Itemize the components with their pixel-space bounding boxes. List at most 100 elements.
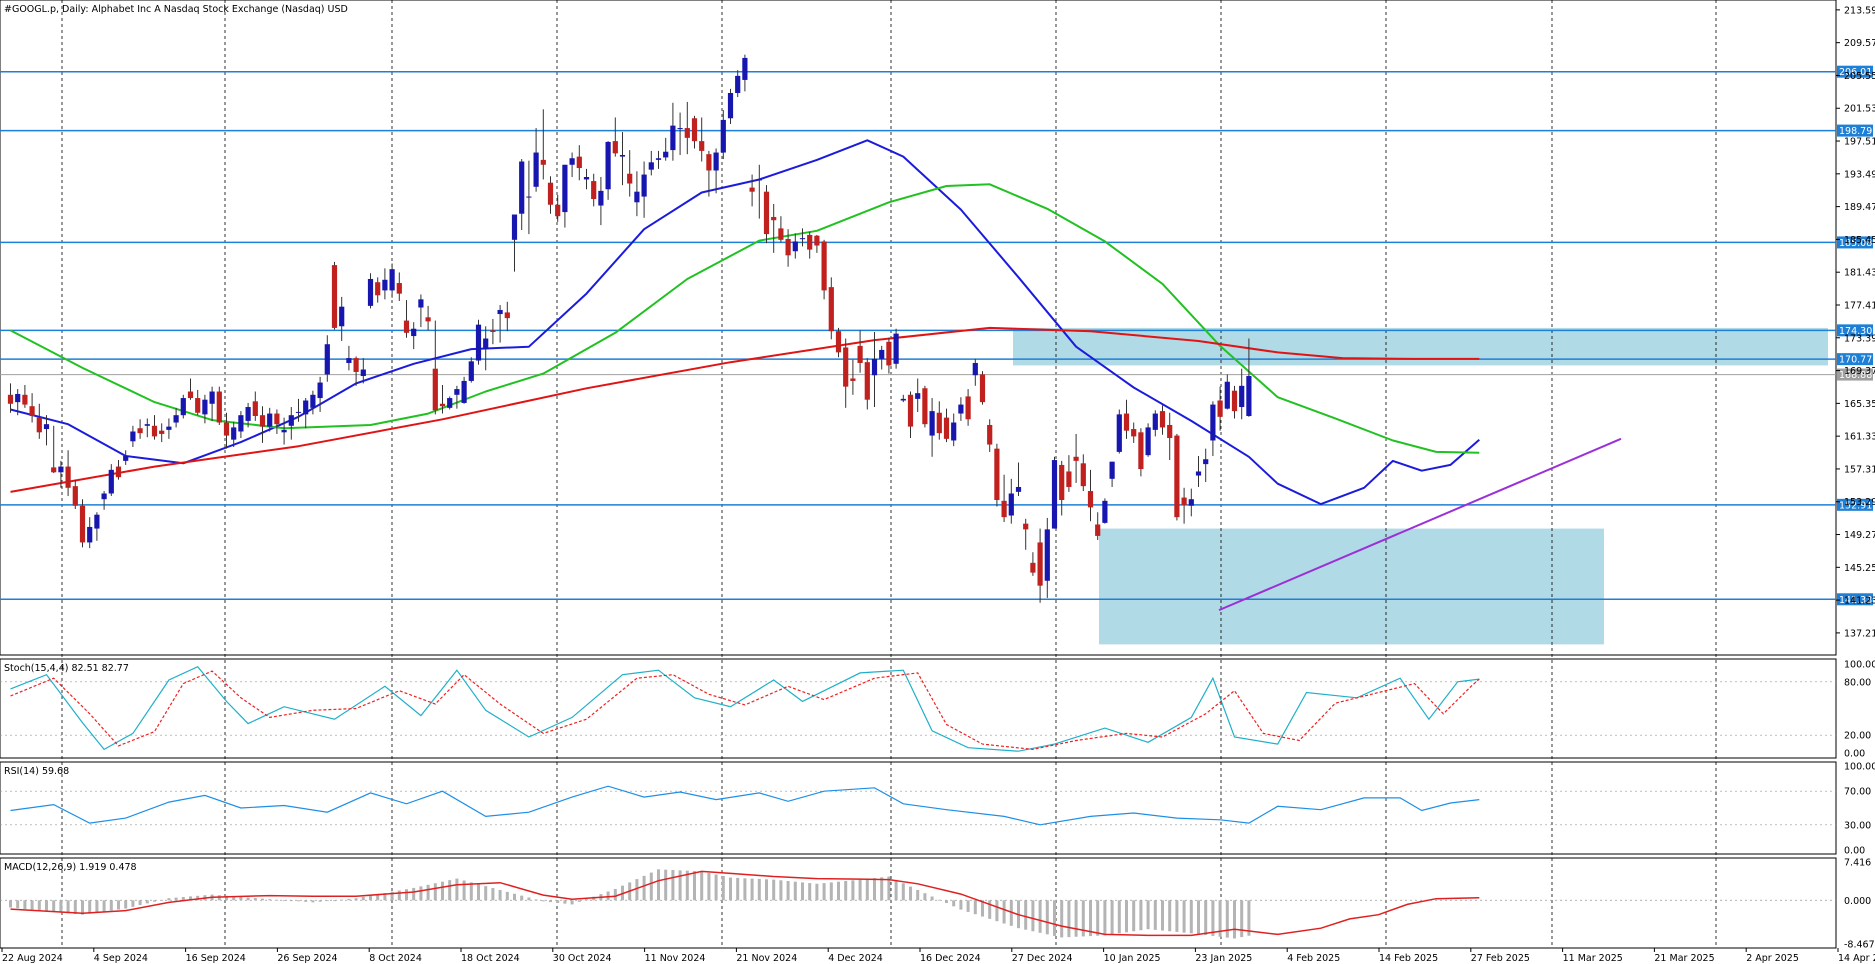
candle-body[interactable]: [857, 345, 863, 363]
candle-body[interactable]: [511, 214, 518, 240]
candle-body[interactable]: [317, 382, 323, 399]
candle-body[interactable]: [252, 401, 258, 417]
candle-body[interactable]: [504, 312, 510, 319]
candle-body[interactable]: [583, 177, 590, 180]
candle-body[interactable]: [519, 161, 525, 214]
candle-body[interactable]: [288, 415, 294, 426]
candle-body[interactable]: [1087, 491, 1094, 508]
candle-body[interactable]: [799, 238, 806, 240]
candle-body[interactable]: [1059, 464, 1065, 501]
candle-body[interactable]: [1246, 376, 1252, 417]
candle-body[interactable]: [994, 448, 1000, 501]
candle-body[interactable]: [763, 191, 770, 235]
candle-body[interactable]: [475, 324, 482, 361]
candle-body[interactable]: [634, 191, 640, 203]
candle-body[interactable]: [807, 234, 813, 250]
candle-body[interactable]: [439, 403, 446, 407]
candle-body[interactable]: [483, 338, 489, 350]
candle-body[interactable]: [173, 415, 179, 423]
candle-body[interactable]: [1152, 413, 1158, 430]
candle-body[interactable]: [101, 493, 107, 500]
candle-body[interactable]: [267, 413, 273, 427]
candle-body[interactable]: [15, 393, 21, 403]
candle-body[interactable]: [1073, 456, 1079, 461]
candle-body[interactable]: [987, 424, 993, 445]
candle-body[interactable]: [396, 283, 402, 294]
candle-body[interactable]: [461, 380, 467, 403]
candle-body[interactable]: [432, 368, 438, 411]
candle-body[interactable]: [403, 320, 410, 333]
candle-body[interactable]: [43, 424, 50, 430]
candle-body[interactable]: [706, 154, 712, 171]
candle-body[interactable]: [936, 412, 942, 434]
candle-body[interactable]: [490, 330, 496, 332]
candle-body[interactable]: [1030, 562, 1036, 573]
candle-body[interactable]: [324, 344, 330, 375]
candle-body[interactable]: [547, 182, 554, 205]
candle-body[interactable]: [792, 241, 798, 252]
candle-body[interactable]: [1231, 390, 1238, 412]
candle-body[interactable]: [22, 394, 28, 405]
candle-body[interactable]: [670, 125, 676, 151]
candle-body[interactable]: [907, 394, 914, 427]
candle-body[interactable]: [612, 141, 618, 154]
candle-body[interactable]: [115, 466, 122, 478]
candle-body[interactable]: [879, 349, 885, 359]
support-trendline[interactable]: [1218, 437, 1622, 612]
candle-body[interactable]: [562, 164, 568, 213]
candle-body[interactable]: [259, 415, 266, 427]
candle-body[interactable]: [821, 241, 827, 291]
candle-body[interactable]: [137, 428, 143, 434]
candle-body[interactable]: [1044, 529, 1050, 581]
candle-body[interactable]: [828, 287, 834, 332]
candle-body[interactable]: [130, 431, 136, 442]
candle-body[interactable]: [195, 398, 201, 413]
candle-body[interactable]: [893, 333, 899, 364]
candle-body[interactable]: [533, 152, 539, 187]
candle-body[interactable]: [339, 306, 345, 327]
candle-body[interactable]: [735, 75, 741, 93]
candle-body[interactable]: [814, 235, 820, 246]
candle-body[interactable]: [929, 411, 935, 436]
candle-body[interactable]: [497, 309, 503, 315]
candle-body[interactable]: [245, 407, 251, 421]
candle-body[interactable]: [605, 141, 611, 190]
candle-body[interactable]: [166, 426, 172, 430]
candle-body[interactable]: [749, 187, 755, 192]
candle-body[interactable]: [641, 174, 647, 197]
candle-body[interactable]: [238, 415, 244, 432]
candle-body[interactable]: [1008, 493, 1014, 516]
candle-body[interactable]: [1116, 414, 1122, 452]
candle-body[interactable]: [886, 341, 892, 366]
candle-body[interactable]: [375, 282, 381, 296]
candle-body[interactable]: [979, 374, 986, 403]
candle-body[interactable]: [1080, 463, 1086, 487]
candle-body[interactable]: [663, 151, 669, 158]
candle-body[interactable]: [1023, 523, 1029, 530]
candle-body[interactable]: [108, 469, 114, 494]
candle-body[interactable]: [972, 362, 978, 376]
candle-body[interactable]: [468, 361, 474, 381]
candle-body[interactable]: [303, 400, 309, 415]
candle-body[interactable]: [598, 190, 604, 206]
candle-body[interactable]: [151, 425, 158, 437]
candle-body[interactable]: [835, 331, 842, 353]
candle-body[interactable]: [1066, 471, 1072, 487]
candle-body[interactable]: [771, 216, 777, 221]
candle-body[interactable]: [576, 156, 582, 169]
candle-body[interactable]: [187, 391, 194, 399]
candle-body[interactable]: [1159, 411, 1166, 428]
candle-body[interactable]: [411, 328, 417, 337]
candle-body[interactable]: [843, 347, 849, 387]
candle-body[interactable]: [94, 514, 100, 529]
candle-body[interactable]: [216, 391, 222, 423]
candle-body[interactable]: [526, 196, 532, 198]
candle-body[interactable]: [943, 417, 950, 439]
candle-body[interactable]: [1224, 381, 1230, 409]
candle-body[interactable]: [677, 128, 683, 130]
candle-body[interactable]: [713, 152, 719, 171]
candle-body[interactable]: [1210, 404, 1216, 441]
candle-body[interactable]: [87, 526, 93, 543]
candle-body[interactable]: [353, 358, 359, 372]
candle-body[interactable]: [684, 128, 690, 138]
